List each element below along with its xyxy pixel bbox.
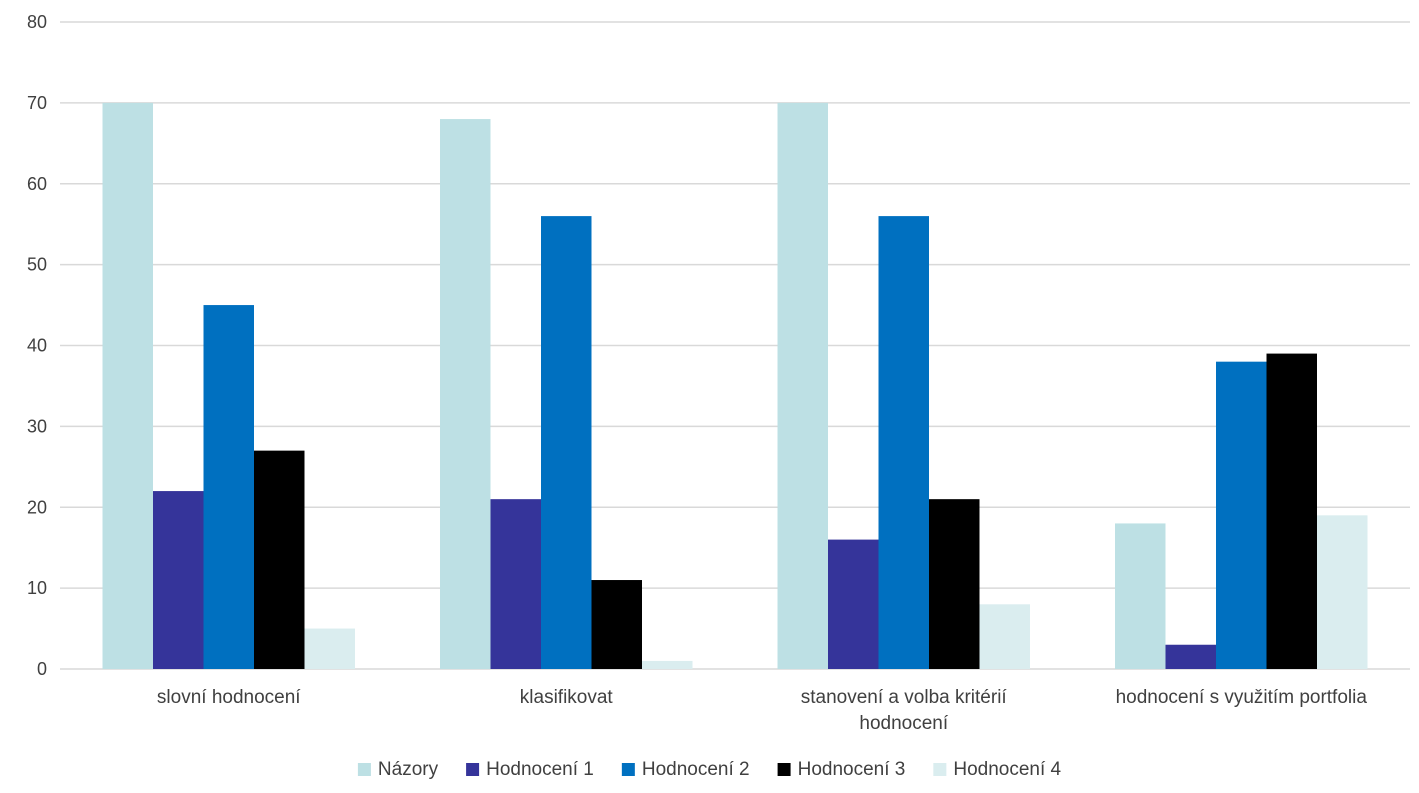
bar [1317,515,1368,669]
x-category-label: slovní hodnocení [157,687,301,708]
bar [304,628,355,669]
legend-label: Hodnocení 4 [953,759,1061,780]
legend-label: Názory [378,759,439,780]
legend: Názory Hodnocení 1 Hodnocení 2 Hodnocení 3 H… [357,759,1062,780]
x-category-label: klasifikovat [520,687,614,708]
legend-swatch [466,763,480,776]
y-tick-label: 10 [27,578,47,598]
y-tick-label: 80 [27,12,47,32]
legend-swatch [933,763,947,776]
legend-item: Hodnocení 1 [466,759,594,780]
bar [878,216,929,669]
bar [1115,523,1166,669]
bar [929,499,980,669]
legend-item: Názory [357,759,439,780]
bar [153,491,204,669]
legend-item: Hodnocení 3 [777,759,906,780]
bar [203,305,254,669]
y-tick-label: 60 [27,174,47,194]
bar [254,450,305,669]
bar [642,660,693,669]
bar [828,539,879,669]
y-tick-label: 40 [27,336,47,356]
y-tick-label: 30 [27,416,47,436]
legend-item: Hodnocení 4 [933,759,1062,780]
y-tick-label: 20 [27,497,47,517]
bar [777,102,828,669]
legend-label: Hodnocení 1 [486,759,594,780]
x-axis-categories: slovní hodnocení klasifikovat stanovení a … [157,687,1367,734]
legend-label: Hodnocení 3 [798,759,906,780]
bar [1216,361,1267,669]
bar [1165,644,1216,669]
bar [440,119,491,670]
bar [541,216,592,669]
bar [591,580,642,669]
legend-swatch [621,763,635,776]
bars [102,102,1368,670]
y-tick-label: 0 [37,659,47,679]
bar [102,102,153,669]
bar [979,604,1030,669]
y-axis-ticks: 0 10 20 30 40 50 60 70 80 [27,12,47,679]
y-tick-label: 70 [27,93,47,113]
x-category-label: hodnocení s využitím portfolia [1116,687,1368,708]
x-category-label: stanovení a volba kritérií hodnocení [801,687,1008,734]
bar [1266,353,1317,669]
legend-label: Hodnocení 2 [642,759,750,780]
legend-swatch [777,763,791,776]
legend-swatch [357,763,371,776]
legend-item: Hodnocení 2 [621,759,750,780]
y-tick-label: 50 [27,255,47,275]
bar [490,499,541,669]
